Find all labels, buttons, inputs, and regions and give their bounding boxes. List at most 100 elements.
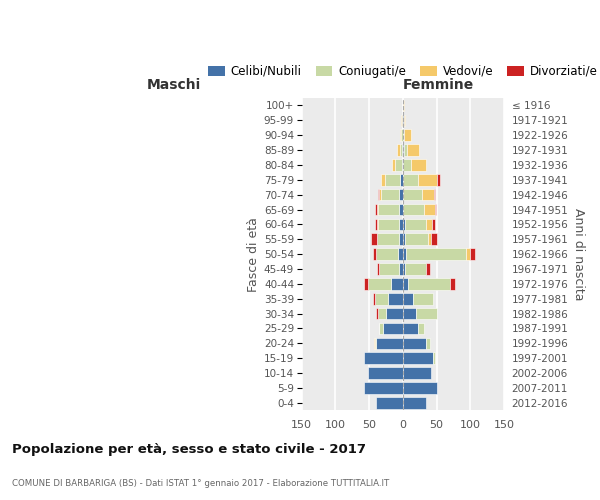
Bar [368,368,403,379]
Bar [402,114,403,126]
Bar [403,234,405,245]
Bar [379,189,380,200]
Bar [433,352,435,364]
Bar [422,189,434,200]
Bar [403,397,427,408]
Bar [374,293,388,304]
Text: Popolazione per età, sesso e stato civile - 2017: Popolazione per età, sesso e stato civil… [12,442,366,456]
Bar [402,144,403,156]
Bar [385,174,400,186]
Bar [403,159,411,170]
Bar [434,189,435,200]
Bar [413,293,433,304]
Bar [403,278,408,289]
Bar [398,248,403,260]
Bar [434,204,436,216]
Bar [377,218,378,230]
Bar [403,322,418,334]
Bar [403,368,431,379]
Bar [400,130,401,141]
Bar [364,352,403,364]
Bar [406,248,466,260]
Bar [403,263,405,275]
Text: COMUNE DI BARBARIGA (BS) - Dati ISTAT 1° gennaio 2017 - Elaborazione TUTTITALIA.: COMUNE DI BARBARIGA (BS) - Dati ISTAT 1°… [12,479,389,488]
Bar [391,278,403,289]
Bar [403,174,418,186]
Bar [392,159,395,170]
Bar [377,234,400,245]
Bar [395,159,402,170]
Bar [373,248,376,260]
Bar [378,218,400,230]
Y-axis label: Fasce di età: Fasce di età [247,216,260,292]
Bar [401,130,403,141]
Bar [403,218,405,230]
Bar [397,144,400,156]
Bar [403,338,427,349]
Bar [378,189,379,200]
Bar [408,278,450,289]
Bar [375,218,377,230]
Bar [379,263,400,275]
Bar [402,159,403,170]
Bar [405,234,428,245]
Text: Maschi: Maschi [146,78,200,92]
Bar [403,293,413,304]
Bar [378,308,386,320]
Bar [403,114,404,126]
Bar [374,338,376,349]
Bar [403,382,437,394]
Bar [418,174,437,186]
Bar [400,144,402,156]
Bar [383,322,403,334]
Bar [403,204,424,216]
Bar [377,263,379,275]
Bar [368,278,391,289]
Bar [400,218,403,230]
Bar [418,322,424,334]
Bar [376,338,403,349]
Bar [404,130,411,141]
Text: Femmine: Femmine [403,78,474,92]
Bar [388,293,403,304]
Bar [427,338,430,349]
Bar [364,382,403,394]
Legend: Celibi/Nubili, Coniugati/e, Vedovi/e, Divorziati/e: Celibi/Nubili, Coniugati/e, Vedovi/e, Di… [203,60,600,82]
Bar [437,174,440,186]
Bar [427,218,432,230]
Bar [428,234,431,245]
Bar [373,293,374,304]
Bar [400,189,403,200]
Bar [400,204,403,216]
Bar [379,322,383,334]
Bar [450,278,455,289]
Bar [377,204,378,216]
Bar [404,144,407,156]
Bar [470,248,475,260]
Bar [401,114,402,126]
Bar [432,218,435,230]
Bar [364,278,368,289]
Bar [405,218,427,230]
Bar [376,248,398,260]
Bar [403,100,404,111]
Bar [371,234,377,245]
Bar [378,204,400,216]
Y-axis label: Anni di nascita: Anni di nascita [572,208,585,300]
Bar [405,263,427,275]
Bar [411,159,426,170]
Bar [403,144,404,156]
Bar [403,308,416,320]
Bar [466,248,470,260]
Bar [403,352,433,364]
Bar [375,204,377,216]
Bar [427,263,430,275]
Bar [424,204,434,216]
Bar [400,234,403,245]
Bar [431,234,437,245]
Bar [381,174,385,186]
Bar [404,114,405,126]
Bar [403,248,406,260]
Bar [403,189,422,200]
Bar [386,308,403,320]
